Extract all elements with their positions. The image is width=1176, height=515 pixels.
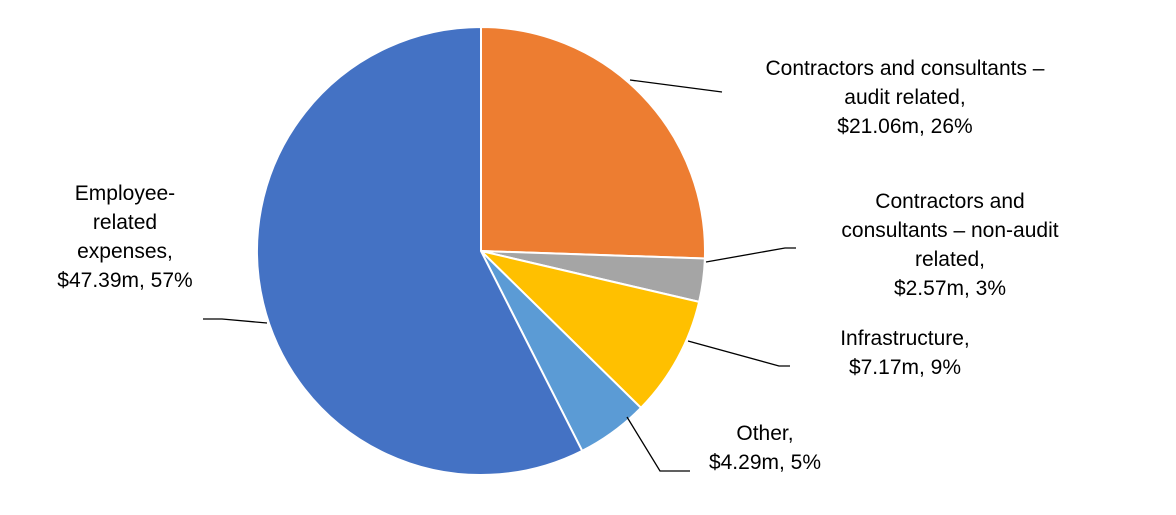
data-label-line: Other, bbox=[736, 422, 793, 445]
leader-line-employee-related bbox=[203, 318, 268, 324]
pie-slices bbox=[256, 26, 706, 476]
pie-slice-audit-related bbox=[480, 26, 706, 260]
data-label-line: consultants – non-audit bbox=[841, 219, 1058, 242]
data-label-line: audit related, bbox=[844, 86, 965, 109]
data-label-line: Contractors and bbox=[875, 190, 1024, 213]
data-label-other: Other, $4.29m, 5% bbox=[709, 422, 821, 474]
data-label-line: $7.17m, 9% bbox=[849, 356, 961, 379]
data-label-line: Contractors and consultants – bbox=[766, 57, 1045, 80]
leader-line-infrastructure bbox=[687, 340, 790, 367]
leader-lines bbox=[203, 79, 796, 472]
data-label-line: related bbox=[93, 211, 157, 234]
data-label-non-audit-related: Contractors and consultants – non-audit re… bbox=[841, 190, 1058, 300]
pie-slice-employee-related bbox=[256, 26, 584, 476]
data-label-line: $4.29m, 5% bbox=[709, 451, 821, 474]
leader-line-other bbox=[626, 416, 690, 472]
data-label-line: $47.39m, 57% bbox=[57, 269, 192, 292]
leader-line-non-audit-related bbox=[705, 247, 796, 263]
data-label-line: $2.57m, 3% bbox=[894, 277, 1006, 300]
data-label-employee-related: Employee-related expenses, $47.39m, 57% bbox=[57, 182, 192, 292]
data-label-line: expenses, bbox=[77, 240, 173, 263]
leader-line-audit-related bbox=[629, 79, 723, 93]
data-label-line: Employee- bbox=[75, 182, 175, 205]
data-label-line: $21.06m, 26% bbox=[837, 115, 972, 138]
pie-slice-infrastructure bbox=[480, 250, 701, 409]
data-labels: Contractors and consultants – audit relat… bbox=[57, 57, 1058, 474]
data-label-line: Infrastructure, bbox=[840, 327, 970, 350]
data-label-audit-related: Contractors and consultants – audit relat… bbox=[766, 57, 1045, 138]
data-label-infrastructure: Infrastructure, $7.17m, 9% bbox=[840, 327, 970, 379]
data-label-line: related, bbox=[915, 248, 985, 271]
